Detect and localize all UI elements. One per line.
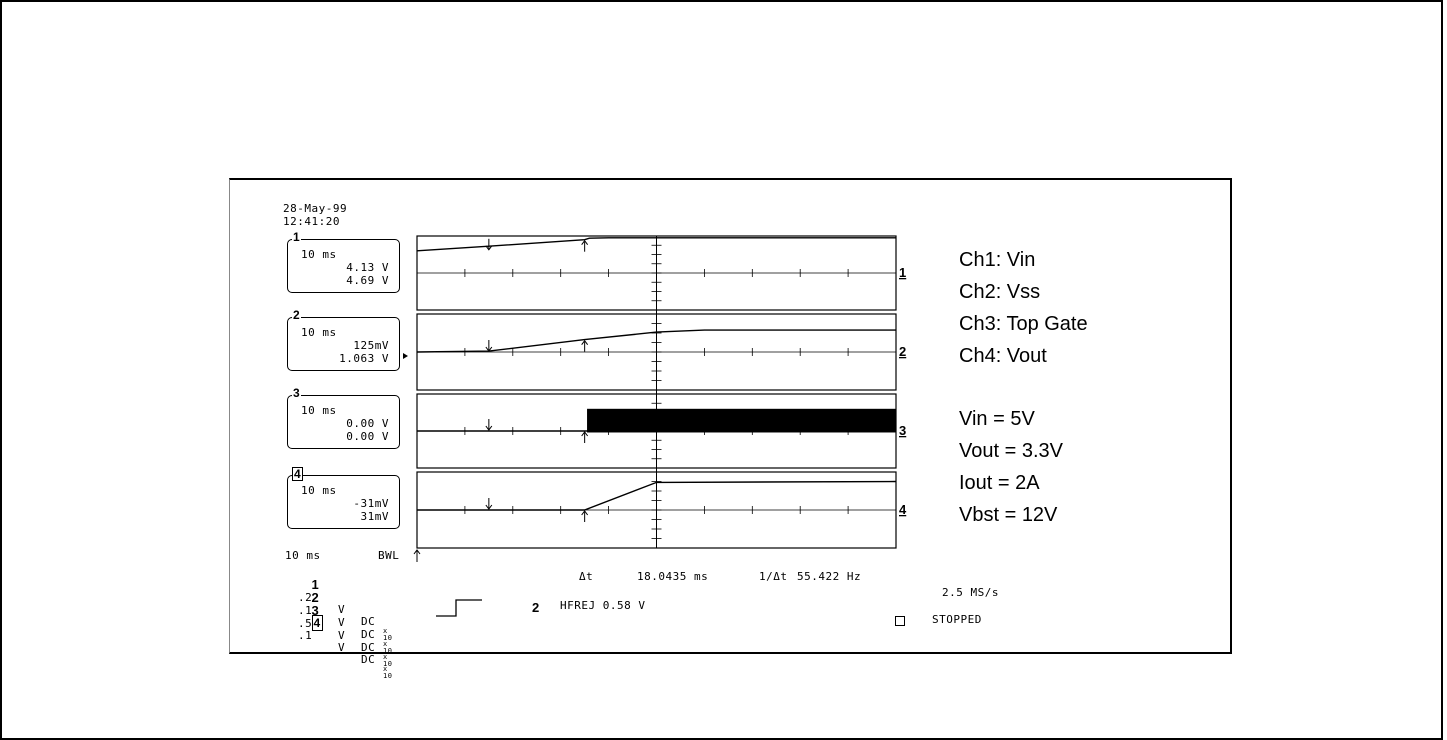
channel-2-box: 2 10 ms 125mV 1.063 V [287, 309, 400, 371]
cursor-b-arrow [581, 510, 589, 516]
cursor-a-arrow [485, 504, 493, 510]
channel-3-number: 3 [292, 386, 301, 400]
settings-row-4: 4 .1 V DC x 10 [298, 615, 393, 680]
channel-2-value-2: 1.063 V [339, 352, 389, 365]
channel-4-value-1: -31mV [353, 497, 389, 510]
channel-4-number: 4 [292, 467, 303, 481]
sample-rate: 2.5 MS/s [942, 586, 999, 599]
channel-4-box: 4 10 ms -31mV 31mV [287, 467, 400, 529]
note-iout: Iout = 2A [959, 472, 1040, 494]
run-stop-indicator-icon [895, 616, 905, 626]
note-ch1: Ch1: Vin [959, 249, 1036, 271]
channel-2-number: 2 [292, 308, 301, 322]
frequency-value: 55.422 Hz [797, 570, 862, 583]
capture-date: 28-May-99 [283, 202, 348, 215]
trace-3-right-label: 3 [899, 423, 906, 438]
trace-1-right-label: 1 [899, 265, 906, 280]
delta-t-label: Δt [579, 570, 594, 583]
trace-2-right-label: 2 [899, 344, 906, 359]
channel-3-box: 3 10 ms 0.00 V 0.00 V [287, 387, 400, 449]
note-ch2: Ch2: Vss [959, 281, 1041, 303]
channel-4-value-2: 31mV [360, 510, 389, 523]
channel-1-box: 1 10 ms 4.13 V 4.69 V [287, 231, 400, 293]
channel-1-timebase: 10 ms [301, 248, 337, 261]
delta-t-value: 18.0435 ms [637, 570, 709, 583]
trigger-settings: HFREJ 0.58 V [560, 599, 646, 612]
note-vbst: Vbst = 12V [959, 504, 1058, 526]
channel-3-timebase: 10 ms [301, 404, 337, 417]
channel-4-timebase: 10 ms [301, 484, 337, 497]
cursor-b-arrow [581, 431, 589, 437]
trigger-edge-icon [436, 599, 482, 617]
channel-3-value-2: 0.00 V [346, 430, 389, 443]
note-ch4: Ch4: Vout [959, 345, 1047, 367]
bottom-timebase: 10 ms [285, 549, 321, 562]
cursor-a-arrow [485, 245, 493, 251]
trace-3-switching-burst [587, 408, 896, 433]
capture-time: 12:41:20 [283, 215, 340, 228]
inverse-delta-t-label: 1/Δt [759, 570, 788, 583]
settings-row-3: 3 .5 V DC x 10 [298, 603, 393, 668]
trigger-level-marker-icon [403, 353, 408, 359]
trace-2-waveform [416, 329, 896, 353]
channel-1-value-2: 4.69 V [346, 274, 389, 287]
trigger-position-arrow-icon [413, 549, 421, 555]
channel-2-value-1: 125mV [353, 339, 389, 352]
cursor-b-arrow [581, 239, 589, 245]
channel-1-number: 1 [292, 230, 301, 244]
bwl-label: BWL [378, 549, 400, 562]
scope-screen [229, 178, 1232, 654]
channel-2-timebase: 10 ms [301, 326, 337, 339]
cursor-a-arrow [485, 346, 493, 352]
channel-1-value-1: 4.13 V [346, 261, 389, 274]
note-vin: Vin = 5V [959, 408, 1035, 430]
cursor-b-arrow [581, 339, 589, 345]
settings-row-2: 2 .1 V DC x 10 [298, 590, 393, 655]
channel-3-value-1: 0.00 V [346, 417, 389, 430]
trace-1-waveform [416, 237, 896, 252]
cursor-a-arrow [485, 425, 493, 431]
settings-row-1: 1 .2 V DC x 10 [298, 577, 393, 642]
acquisition-status: STOPPED [932, 613, 982, 626]
note-ch3: Ch3: Top Gate [959, 313, 1088, 335]
trigger-source: 2 [532, 600, 540, 615]
trace-4-waveform [417, 480, 897, 511]
note-vout: Vout = 3.3V [959, 440, 1063, 462]
trace-4-right-label: 4 [899, 502, 907, 517]
